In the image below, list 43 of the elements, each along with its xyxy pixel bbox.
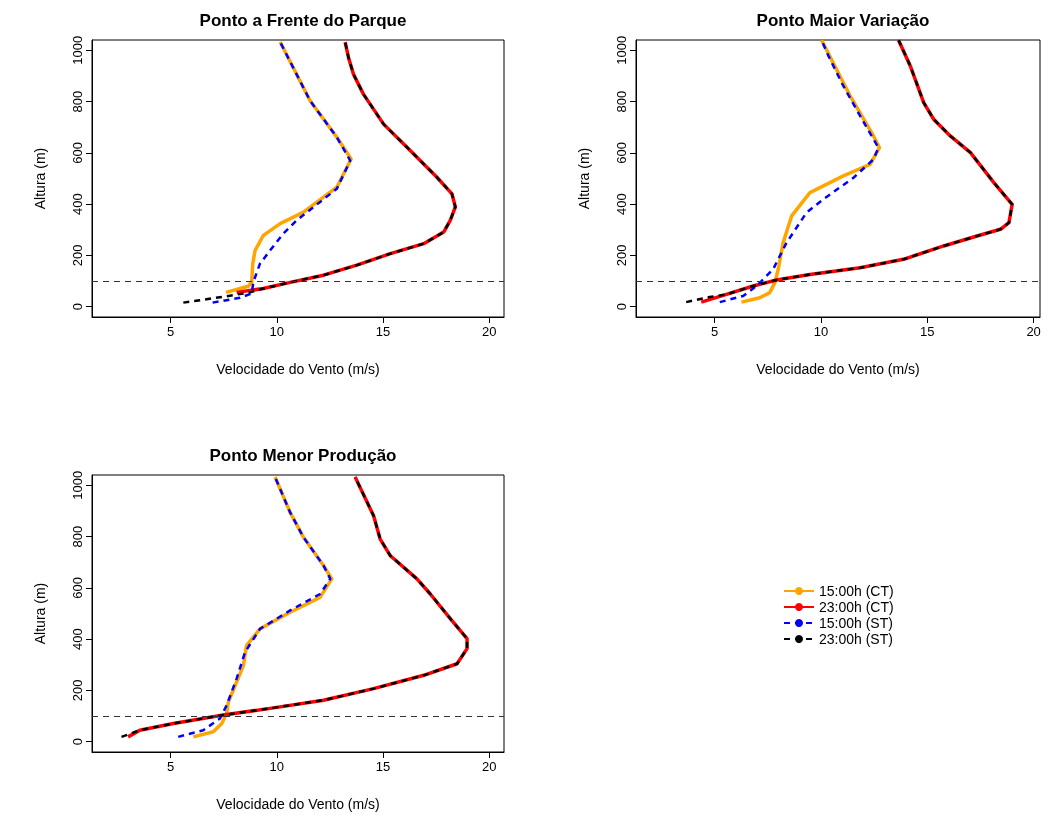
- chart-title: Ponto Menor Produção: [209, 446, 397, 465]
- legend-label: 23:00h (ST): [819, 631, 893, 647]
- x-tick-label: 10: [269, 759, 284, 774]
- legend-label: 23:00h (CT): [819, 599, 894, 615]
- y-tick-label: 600: [70, 577, 85, 599]
- y-tick-label: 200: [614, 244, 629, 267]
- y-tick-label: 600: [614, 142, 629, 164]
- y-axis-title: Altura (m): [32, 147, 48, 210]
- y-axis-title: Altura (m): [576, 147, 592, 210]
- x-tick-label: 20: [481, 324, 497, 339]
- x-axis-title: Velocidade do Vento (m/s): [756, 361, 920, 377]
- x-tick-label: 5: [166, 324, 175, 339]
- x-tick-label: 20: [1026, 324, 1041, 339]
- y-tick-label: 1000: [70, 35, 85, 65]
- y-tick-label: 0: [70, 738, 85, 746]
- chart-title: Ponto Maior Variação: [756, 11, 930, 30]
- x-tick-label: 5: [711, 324, 719, 339]
- x-tick-label: 15: [375, 324, 391, 339]
- y-tick-label: 0: [614, 303, 629, 311]
- x-tick-label: 20: [481, 759, 497, 774]
- y-tick-label: 200: [70, 244, 85, 267]
- x-axis-title: Velocidade do Vento (m/s): [216, 796, 380, 812]
- chart-title: Ponto a Frente do Parque: [199, 11, 407, 30]
- y-tick-label: 800: [70, 90, 85, 113]
- y-tick-label: 800: [70, 525, 85, 548]
- y-tick-label: 0: [70, 303, 85, 311]
- legend-label: 15:00h (CT): [819, 583, 894, 599]
- x-tick-label: 10: [813, 324, 829, 339]
- y-tick-label: 800: [614, 90, 629, 113]
- x-tick-label: 10: [269, 324, 284, 339]
- y-tick-label: 400: [70, 193, 85, 215]
- x-tick-label: 15: [920, 324, 935, 339]
- y-tick-label: 1000: [70, 470, 85, 500]
- y-tick-label: 400: [70, 628, 85, 650]
- y-tick-label: 1000: [614, 35, 629, 65]
- y-tick-label: 600: [70, 142, 85, 164]
- legend-label: 15:00h (ST): [819, 615, 893, 631]
- x-tick-label: 15: [375, 759, 391, 774]
- y-tick-label: 200: [70, 679, 85, 702]
- y-axis-title: Altura (m): [32, 582, 48, 645]
- x-axis-title: Velocidade do Vento (m/s): [216, 361, 380, 377]
- x-tick-label: 5: [166, 759, 175, 774]
- y-tick-label: 400: [614, 193, 629, 215]
